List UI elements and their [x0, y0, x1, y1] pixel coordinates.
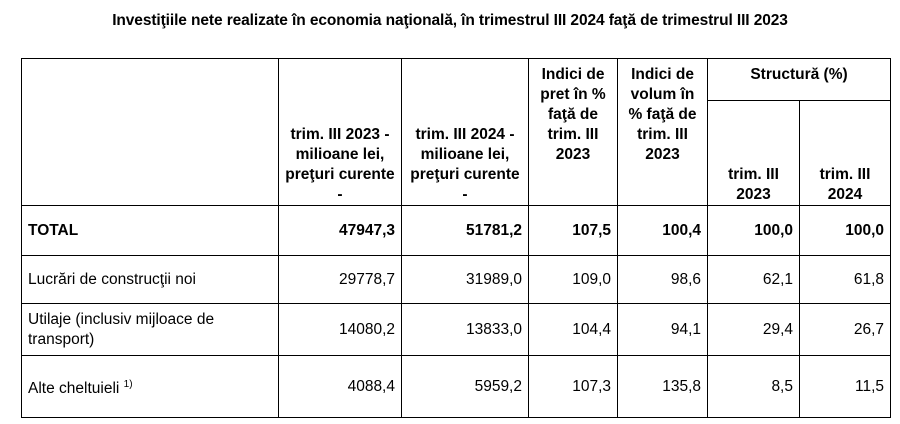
cell-trim3-2023: 29778,7: [278, 255, 402, 304]
header-row: trim. III 2023 - milioane lei, preţuri c…: [21, 58, 892, 206]
cell-trim3-2023: 14080,2: [278, 303, 402, 356]
cell-price-index: 107,3: [528, 355, 618, 418]
header-price-index: Indici de pret în % faţă de trim. III 20…: [528, 58, 618, 206]
header-trim3-2023: trim. III 2023 - milioane lei, preţuri c…: [278, 58, 402, 206]
cell-structure-2023: 100,0: [707, 205, 800, 256]
cell-structure-2023: 62,1: [707, 255, 800, 304]
cell-structure-2024: 11,5: [798, 355, 892, 418]
header-volume-index: Indici de volum în % faţă de trim. III 2…: [617, 58, 708, 206]
cell-volume-index: 98,6: [617, 255, 708, 304]
cell-volume-index: 100,4: [617, 205, 708, 256]
cell-structure-2024: 26,7: [798, 303, 892, 356]
cell-trim3-2024: 5959,2: [401, 355, 529, 418]
cell-trim3-2024: 51781,2: [401, 205, 529, 256]
header-trim3-2024: trim. III 2024 - milioane lei, preţuri c…: [401, 58, 529, 206]
row-label: Alte cheltuieli 1): [21, 355, 279, 418]
header-structure-2023: trim. III 2023: [707, 100, 800, 206]
cell-price-index: 107,5: [528, 205, 618, 256]
cell-trim3-2023: 47947,3: [278, 205, 402, 256]
row-label: Utilaje (inclusiv mijloace de transport): [21, 303, 279, 356]
table-row-alte-cheltuieli: Alte cheltuieli 1) 4088,4 5959,2 107,3 1…: [21, 355, 892, 418]
row-label: Lucrări de construcţii noi: [21, 255, 279, 304]
investment-table: trim. III 2023 - milioane lei, preţuri c…: [21, 58, 892, 418]
cell-trim3-2023: 4088,4: [278, 355, 402, 418]
cell-structure-2024: 100,0: [798, 205, 892, 256]
footnote-marker: 1): [123, 378, 133, 390]
table-row-total: TOTAL 47947,3 51781,2 107,5 100,4 100,0 …: [21, 205, 892, 256]
cell-structure-2024: 61,8: [798, 255, 892, 304]
cell-structure-2023: 29,4: [707, 303, 800, 356]
cell-trim3-2024: 13833,0: [401, 303, 529, 356]
header-structure: Structură (%): [706, 58, 892, 101]
header-subrow: trim. III 2023 trim. III 2024: [22, 100, 892, 206]
header-structure-2024: trim. III 2024: [798, 100, 892, 206]
cell-price-index: 104,4: [528, 303, 618, 356]
table-row-constructii: Lucrări de construcţii noi 29778,7 31989…: [21, 255, 892, 304]
table-row-utilaje: Utilaje (inclusiv mijloace de transport)…: [21, 303, 892, 356]
page-title: Investiţiile nete realizate în economia …: [112, 12, 788, 29]
cell-trim3-2024: 31989,0: [401, 255, 529, 304]
header-empty-cell: [21, 58, 279, 206]
row-label: TOTAL: [21, 205, 279, 256]
cell-volume-index: 135,8: [617, 355, 708, 418]
cell-price-index: 109,0: [528, 255, 618, 304]
row-label-text: Alte cheltuieli: [28, 379, 120, 397]
cell-volume-index: 94,1: [617, 303, 708, 356]
cell-structure-2023: 8,5: [707, 355, 800, 418]
